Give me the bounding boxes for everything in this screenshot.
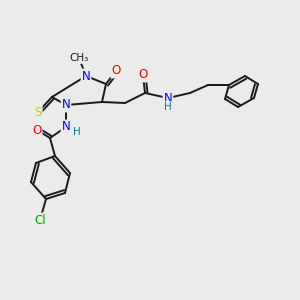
Text: N: N bbox=[164, 92, 172, 104]
Text: H: H bbox=[164, 102, 172, 112]
Text: O: O bbox=[32, 124, 42, 136]
Text: N: N bbox=[61, 98, 70, 112]
Text: S: S bbox=[34, 106, 42, 118]
Text: N: N bbox=[61, 121, 70, 134]
Text: CH₃: CH₃ bbox=[69, 53, 88, 63]
Text: H: H bbox=[73, 127, 81, 137]
Text: N: N bbox=[82, 70, 90, 83]
Text: Cl: Cl bbox=[34, 214, 46, 226]
Text: O: O bbox=[138, 68, 148, 82]
Text: O: O bbox=[111, 64, 121, 77]
